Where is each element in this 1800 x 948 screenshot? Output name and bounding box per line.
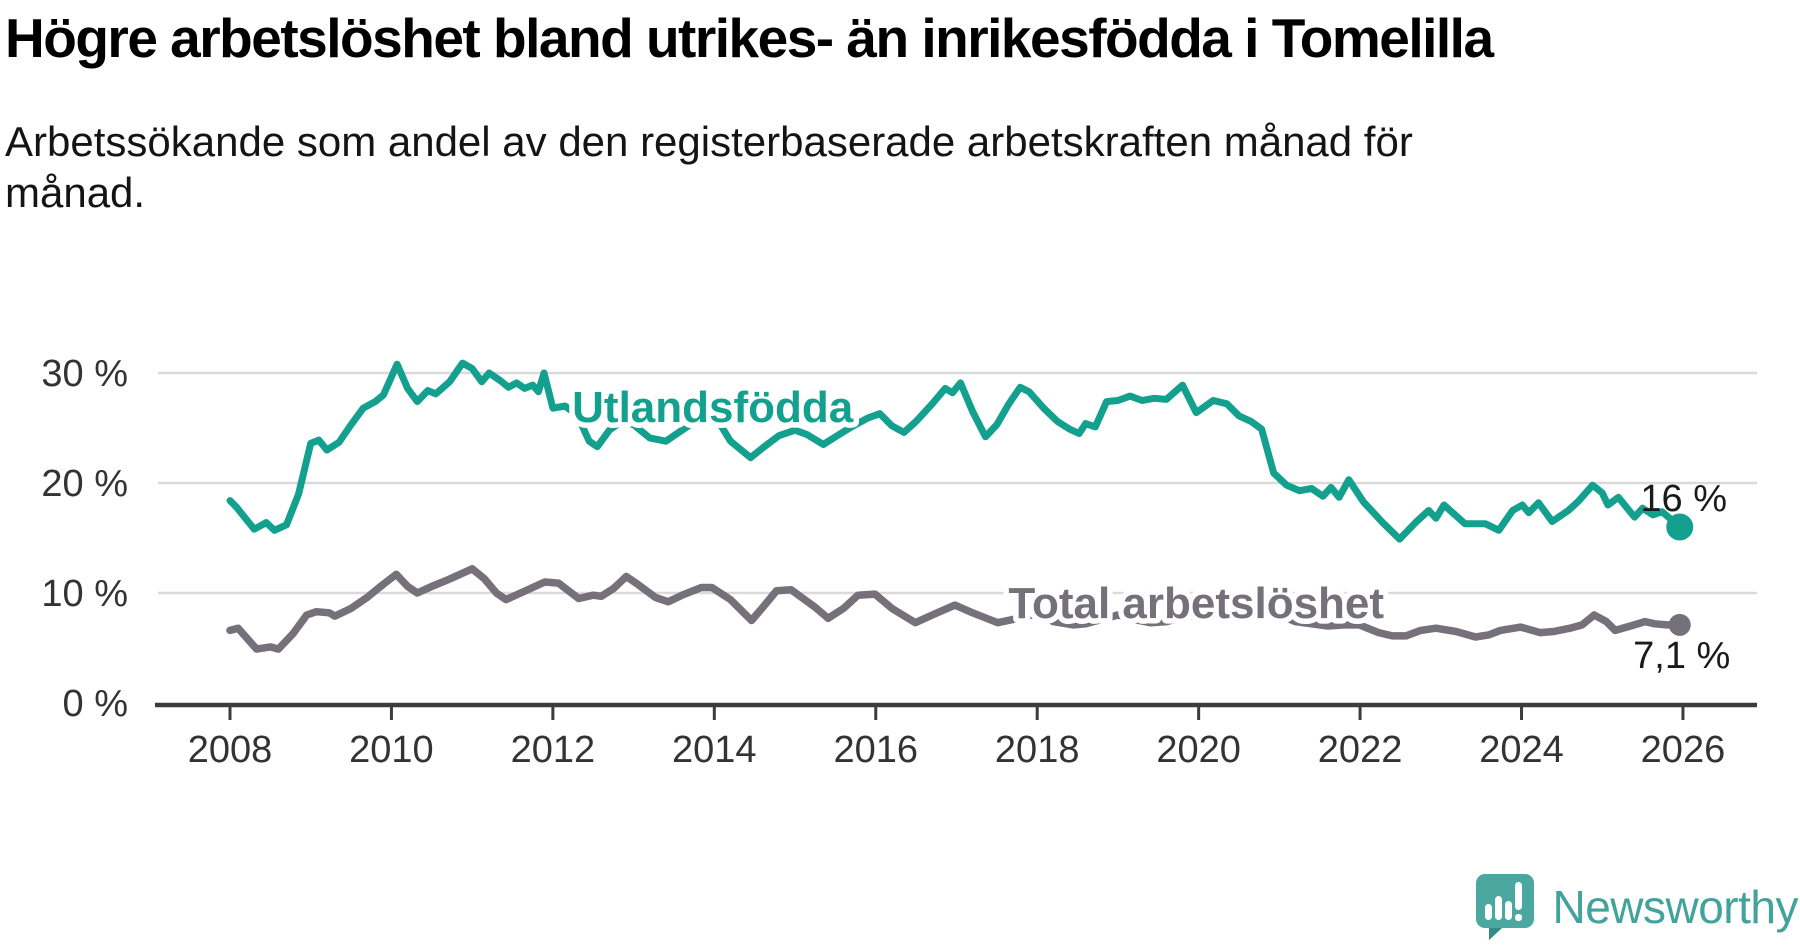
series-label-total-arbetsl-shet: Total arbetslöshet [1008,579,1384,628]
newsworthy-icon [1476,874,1535,940]
y-tick-label-0: 0 % [63,683,128,725]
series-line-total-arbetsl-shet [226,565,1684,653]
x-tick-label-2014: 2014 [672,729,757,771]
x-tick-label-2026: 2026 [1641,729,1726,771]
bar-1 [1485,904,1493,920]
bubble-tail-shadow [1489,928,1503,940]
end-value-label-utlandsf-dda: 16 % [1640,478,1727,520]
end-dot-total-arbetsl-shet [1668,613,1691,636]
x-tick-label-2018: 2018 [995,729,1080,771]
newsworthy-logo: Newsworthy [1476,874,1798,940]
newsworthy-wordmark: Newsworthy [1552,881,1798,933]
bar-2 [1495,896,1503,920]
y-tick-label-10: 10 % [41,573,128,615]
bar-3 [1505,901,1513,920]
x-tick-label-2016: 2016 [833,729,918,771]
exclamation-dot [1515,914,1523,921]
x-tick-label-2022: 2022 [1318,729,1403,771]
chart-subtitle: Arbetssökande som andel av den registerb… [5,118,1413,216]
end-dot-utlandsf-dda [1666,513,1694,541]
series-label-utlandsf-dda: Utlandsfödda [572,383,854,432]
end-value-label-total-arbetsl-shet: 7,1 % [1633,635,1730,677]
y-tick-label-20: 20 % [41,463,128,505]
x-tick-label-2008: 2008 [188,729,273,771]
y-tick-label-30: 30 % [41,353,128,395]
exclamation-bar [1515,882,1523,910]
chart-title: Högre arbetslöshet bland utrikes- än inr… [5,7,1494,69]
series-line-utlandsf-dda [226,359,1684,543]
x-tick-label-2024: 2024 [1479,729,1564,771]
x-tick-label-2020: 2020 [1156,729,1241,771]
x-tick-label-2012: 2012 [511,729,596,771]
x-tick-label-2010: 2010 [349,729,434,771]
